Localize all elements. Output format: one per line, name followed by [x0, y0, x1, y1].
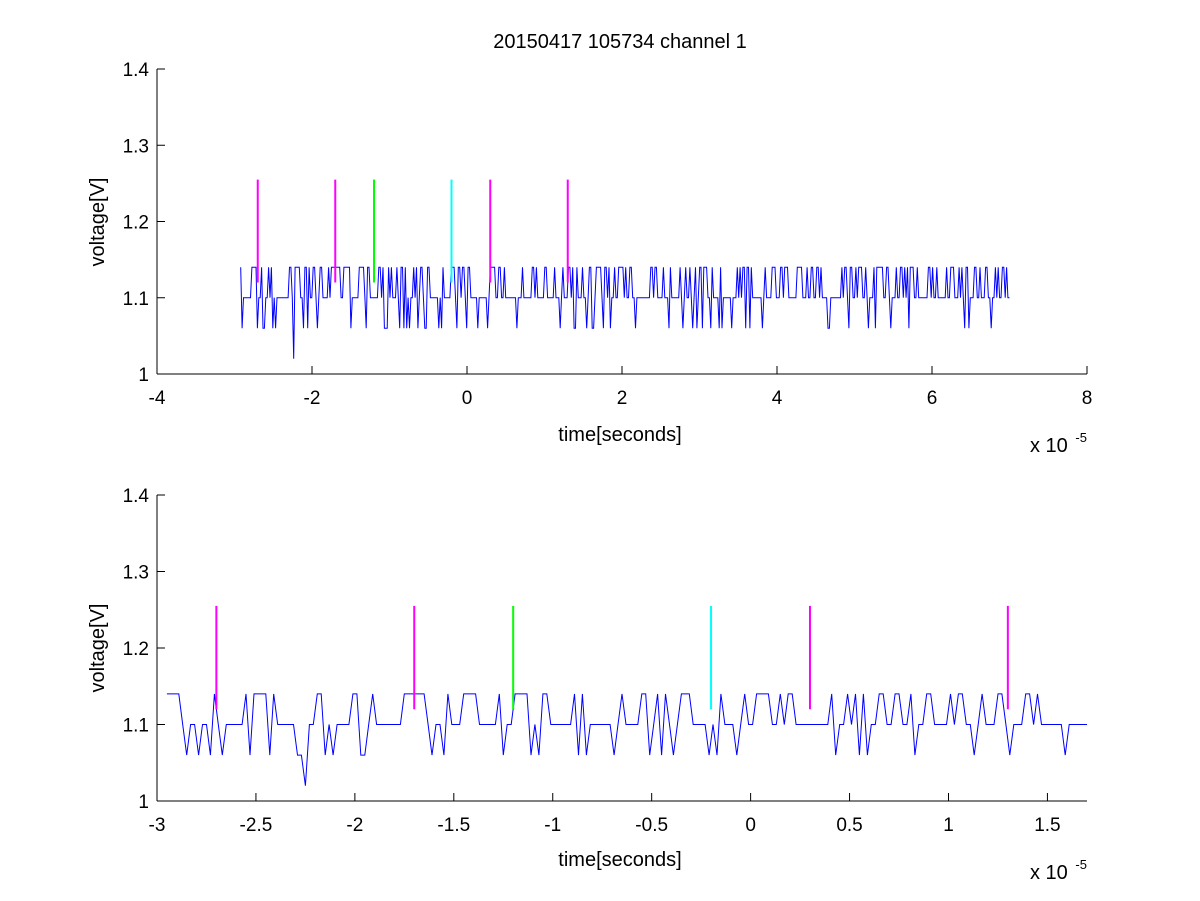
event-markers [215, 605, 1009, 710]
x-exponent-base: x 10 [1030, 435, 1068, 457]
x-axis-title: time[seconds] [558, 424, 681, 446]
y-axis-title: voltage[V] [87, 178, 109, 267]
y-axis-title: voltage[V] [87, 604, 109, 693]
x-tick-label: 0 [462, 388, 473, 409]
x-tick-label: -2 [346, 815, 363, 836]
x-tick-label: 8 [1082, 388, 1093, 409]
x-exponent-label: x 10 -5 [1030, 857, 1087, 884]
x-exponent-base: x 10 [1030, 862, 1068, 884]
signal-trace [166, 693, 1087, 786]
x-tick-label: -2.5 [240, 815, 273, 836]
x-tick-label: -0.5 [635, 815, 668, 836]
x-tick-label: 2 [617, 388, 628, 409]
x-tick-label: 1.5 [1034, 815, 1060, 836]
y-tick-label: 1.3 [123, 563, 149, 584]
signal-trace [240, 266, 1010, 359]
signal-trace-layer [240, 266, 1010, 359]
axes: -4 -2 0 2 4 6 8 1 1.1 1.2 1.3 1.4 [123, 60, 1093, 409]
x-tick-label: -4 [149, 388, 166, 409]
x-tick-label: 1 [943, 815, 954, 836]
y-tick-label: 1 [138, 365, 149, 386]
x-tick-label: -3 [149, 815, 166, 836]
y-tick-label: 1.3 [123, 136, 149, 157]
event-markers [256, 179, 569, 283]
y-tick-label: 1.4 [123, 486, 150, 507]
subplot-zoomed-window: -3 -2.5 -2 -1.5 -1 -0.5 0 0.5 1 1.511.11.21.31.4 … [87, 486, 1087, 884]
y-tick-label: 1.4 [123, 60, 150, 81]
x-tick-label: -1.5 [437, 815, 470, 836]
x-tick-label: -2 [304, 388, 321, 409]
subplot-full-window: -4 -2 0 2 4 6 8 1 1.1 1.2 1.3 1.4 time[seconds] vol… [87, 60, 1092, 457]
x-tick-label: 0 [745, 815, 756, 836]
signal-trace-layer [166, 693, 1087, 786]
axes: -3 -2.5 -2 -1.5 -1 -0.5 0 0.5 1 1.5 1 1.1 1.2 1.3 1.4 [123, 486, 1087, 836]
x-exponent-power: -5 [1075, 430, 1087, 445]
figure-title: 20150417 105734 channel 1 [493, 31, 747, 53]
x-exponent-power: -5 [1075, 857, 1087, 872]
x-tick-label: 6 [927, 388, 938, 409]
y-tick-label: 1.1 [123, 289, 149, 310]
x-tick-label: -1 [544, 815, 561, 836]
y-tick-label: 1.2 [123, 639, 149, 660]
x-exponent-label: x 10 -5 [1030, 430, 1087, 457]
x-tick-label: 0.5 [836, 815, 862, 836]
y-tick-label: 1 [138, 792, 149, 813]
y-tick-label: 1.2 [123, 213, 149, 234]
x-tick-label: 4 [772, 388, 783, 409]
y-tick-label: 1.1 [123, 716, 149, 737]
x-axis-title: time[seconds] [558, 849, 681, 871]
